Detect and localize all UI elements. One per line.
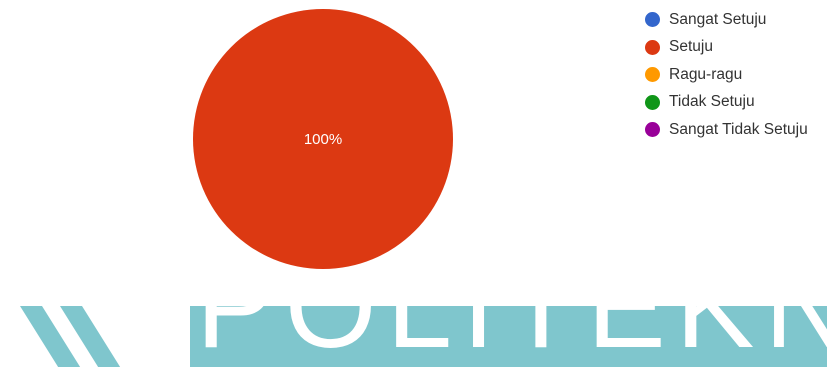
legend-swatch — [645, 12, 660, 28]
politeknik-watermark: POLITEKNIK — [0, 282, 827, 367]
legend-label: Ragu-ragu — [669, 65, 743, 83]
watermark-text: POLITEKNIK — [196, 282, 827, 367]
pie-slice-setuju[interactable] — [193, 9, 453, 269]
legend-label: Setuju — [669, 38, 713, 56]
legend-swatch — [645, 122, 660, 138]
legend-item-sangat-tidak-setuju[interactable]: Sangat Tidak Setuju — [645, 116, 825, 144]
legend-label: Sangat Setuju — [669, 10, 767, 28]
legend-label: Sangat Tidak Setuju — [669, 120, 808, 138]
legend-swatch — [645, 94, 660, 110]
legend-swatch — [645, 67, 660, 83]
pie-slice-label: 100% — [304, 131, 342, 148]
watermark-band — [190, 306, 827, 367]
legend-item-sangat-setuju[interactable]: Sangat Setuju — [645, 6, 825, 34]
pie-labels: 100% — [304, 131, 342, 148]
pie-chart: 100% — [193, 9, 453, 269]
pie-slices — [193, 9, 453, 269]
legend-item-tidak-setuju[interactable]: Tidak Setuju — [645, 89, 825, 117]
legend-item-setuju[interactable]: Setuju — [645, 34, 825, 62]
legend-swatch — [645, 39, 660, 55]
chart-legend: Sangat Setuju Setuju Ragu-ragu Tidak Set… — [645, 6, 825, 144]
legend-label: Tidak Setuju — [669, 93, 755, 111]
legend-item-ragu-ragu[interactable]: Ragu-ragu — [645, 61, 825, 89]
